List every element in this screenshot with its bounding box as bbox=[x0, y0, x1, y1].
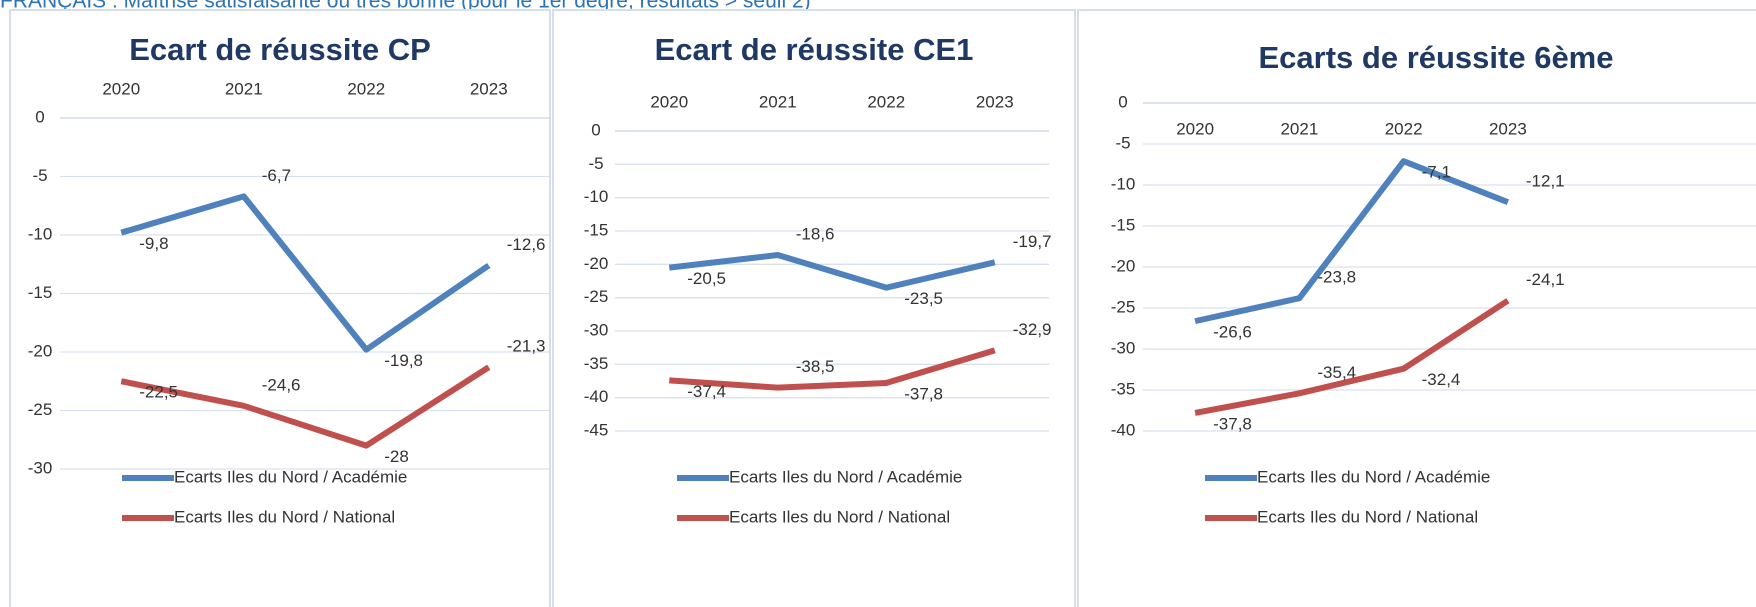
legend-label: Ecarts Iles du Nord / Académie bbox=[174, 467, 407, 486]
data-label: -12,6 bbox=[507, 235, 546, 254]
y-tick-label: -10 bbox=[584, 187, 609, 206]
x-tick-label: 2020 bbox=[1176, 119, 1214, 138]
y-tick-label: -20 bbox=[28, 341, 53, 360]
x-tick-label: 2020 bbox=[650, 92, 688, 111]
y-tick-label: 0 bbox=[591, 120, 600, 139]
data-label: -32,9 bbox=[1013, 320, 1052, 339]
chart-panel bbox=[9, 9, 551, 607]
series-line bbox=[120, 364, 491, 449]
y-tick-label: -40 bbox=[584, 387, 609, 406]
y-tick-label: -25 bbox=[584, 287, 609, 306]
y-tick-label: -40 bbox=[1111, 420, 1136, 439]
y-tick-label: -15 bbox=[28, 283, 53, 302]
data-label: -22,5 bbox=[139, 383, 178, 402]
legend-label: Ecarts Iles du Nord / Académie bbox=[729, 467, 962, 486]
chart: Ecart de réussite CP 0 -5 -10 -15 -20 -25 -30 20… bbox=[9, 9, 551, 607]
data-label: -6,7 bbox=[262, 166, 291, 185]
y-tick-label: -30 bbox=[1111, 338, 1136, 357]
x-tick-label: 2023 bbox=[470, 79, 508, 98]
y-tick-label: -10 bbox=[1111, 174, 1136, 193]
data-label: -37,4 bbox=[687, 382, 726, 401]
data-label: -20,5 bbox=[687, 269, 726, 288]
y-tick-label: -20 bbox=[584, 254, 609, 273]
y-tick-label: -30 bbox=[28, 458, 53, 477]
y-tick-label: -10 bbox=[28, 224, 53, 243]
x-tick-label: 2022 bbox=[1385, 119, 1423, 138]
y-tick-label: -35 bbox=[1111, 379, 1136, 398]
y-tick-label: -15 bbox=[1111, 215, 1136, 234]
y-tick-label: -20 bbox=[1111, 256, 1136, 275]
x-tick-label: 2021 bbox=[1280, 119, 1318, 138]
series-line bbox=[1194, 298, 1510, 416]
y-tick-label: 0 bbox=[35, 107, 44, 126]
y-tick-label: -35 bbox=[584, 354, 609, 373]
legend-label: Ecarts Iles du Nord / National bbox=[174, 507, 395, 526]
chart: Ecart de réussite CE1 0 -5 -10 -15 -20 -25 -30 -… bbox=[552, 9, 1076, 607]
data-label: -32,4 bbox=[1422, 370, 1461, 389]
x-tick-label: 2021 bbox=[225, 79, 263, 98]
data-label: -21,3 bbox=[507, 337, 546, 356]
data-label: -18,6 bbox=[796, 224, 835, 243]
chart-title: Ecarts de réussite 6ème bbox=[1259, 40, 1614, 75]
data-label: -12,1 bbox=[1526, 172, 1565, 191]
y-tick-label: -15 bbox=[584, 220, 609, 239]
data-label: -38,5 bbox=[796, 357, 835, 376]
series-line bbox=[1194, 158, 1509, 325]
x-tick-label: 2022 bbox=[867, 92, 905, 111]
chart: Ecarts de réussite 6ème 0 -5 -10 -15 -20 -25 -3… bbox=[1077, 9, 1756, 607]
data-label: -9,8 bbox=[139, 234, 168, 253]
x-tick-label: 2023 bbox=[1489, 119, 1527, 138]
legend-label: Ecarts Iles du Nord / National bbox=[729, 507, 950, 526]
y-tick-label: 0 bbox=[1118, 92, 1127, 111]
data-label: -28 bbox=[384, 447, 409, 466]
legend-label: Ecarts Iles du Nord / National bbox=[1257, 507, 1478, 526]
data-label: -35,4 bbox=[1317, 363, 1356, 382]
data-label: -19,8 bbox=[384, 351, 423, 370]
data-label: -24,6 bbox=[262, 375, 301, 394]
legend-label: Ecarts Iles du Nord / Académie bbox=[1257, 467, 1490, 486]
x-tick-label: 2020 bbox=[102, 79, 140, 98]
series-line bbox=[668, 252, 996, 291]
data-label: -7,1 bbox=[1422, 163, 1451, 182]
y-tick-label: -30 bbox=[584, 320, 609, 339]
data-label: -19,7 bbox=[1013, 232, 1052, 251]
data-label: -24,1 bbox=[1526, 270, 1565, 289]
data-label: -23,5 bbox=[904, 289, 943, 308]
data-label: -23,8 bbox=[1317, 268, 1356, 287]
data-label: -37,8 bbox=[1213, 414, 1252, 433]
chart-title: Ecart de réussite CP bbox=[129, 32, 431, 67]
x-tick-label: 2022 bbox=[347, 79, 385, 98]
chart-title: Ecart de réussite CE1 bbox=[655, 32, 974, 67]
y-tick-label: -5 bbox=[588, 154, 603, 173]
y-tick-label: -45 bbox=[584, 420, 609, 439]
x-tick-label: 2023 bbox=[976, 92, 1014, 111]
y-tick-label: -25 bbox=[28, 400, 53, 419]
chart-panel bbox=[552, 9, 1076, 607]
y-tick-label: -25 bbox=[1111, 297, 1136, 316]
series-line bbox=[120, 193, 491, 353]
series-line bbox=[669, 347, 996, 391]
data-label: -37,8 bbox=[904, 384, 943, 403]
y-tick-label: -5 bbox=[32, 166, 47, 185]
data-label: -26,6 bbox=[1213, 323, 1252, 342]
x-tick-label: 2021 bbox=[759, 92, 797, 111]
y-tick-label: -5 bbox=[1115, 133, 1130, 152]
